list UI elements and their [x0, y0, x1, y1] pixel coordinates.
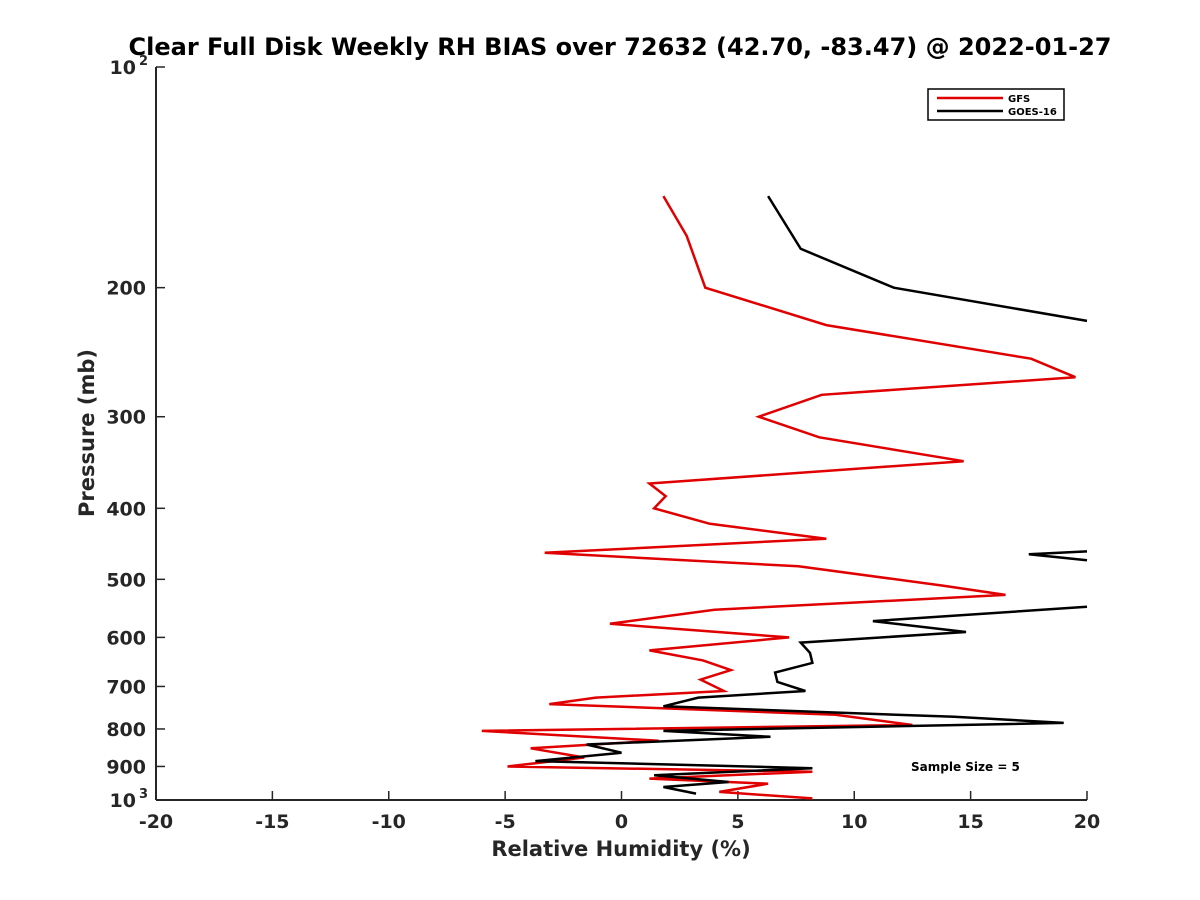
x-ticks: -20 -15 -10 -5 0 5 10 15 20: [139, 791, 1100, 833]
legend-label-goes16: GOES-16: [1008, 107, 1057, 118]
y-tick-label: 500: [106, 569, 146, 591]
y-tick-label: 400: [106, 498, 146, 520]
y-tick-label: 600: [106, 627, 146, 649]
x-tick-label: 10: [841, 811, 867, 833]
y-tick-exponent: 3: [139, 787, 148, 802]
y-tick-label: 300: [106, 407, 146, 429]
x-tick-label: -20: [139, 811, 173, 833]
x-tick-label: -15: [255, 811, 289, 833]
y-tick-label: 900: [106, 756, 146, 778]
y-tick-label: 10: [110, 790, 136, 812]
legend-label-gfs: GFS: [1008, 94, 1030, 105]
legend: GFS GOES-16: [927, 88, 1065, 121]
y-axis-label: Pressure (mb): [75, 349, 99, 517]
x-tick-label: 20: [1074, 811, 1100, 833]
sample-size-annotation: Sample Size = 5: [911, 760, 1020, 774]
series-layer: [481, 195, 1088, 800]
y-tick-label: 700: [106, 676, 146, 698]
x-tick-label: -5: [495, 811, 516, 833]
y-tick-label: 800: [106, 719, 146, 741]
series-line-goes16: [535, 195, 1088, 795]
x-tick-label: 5: [731, 811, 744, 833]
legend-box: [927, 88, 1065, 121]
y-tick-label: 10: [110, 57, 136, 79]
x-tick-label: 0: [615, 811, 628, 833]
y-tick-label: 200: [106, 278, 146, 300]
chart-title: Clear Full Disk Weekly RH BIAS over 7263…: [129, 33, 1112, 61]
x-axis-label: Relative Humidity (%): [491, 837, 750, 861]
x-tick-label: 15: [957, 811, 983, 833]
series-line-gfs: [481, 195, 1076, 800]
x-tick-label: -10: [372, 811, 406, 833]
y-tick-exponent: 2: [139, 54, 148, 69]
